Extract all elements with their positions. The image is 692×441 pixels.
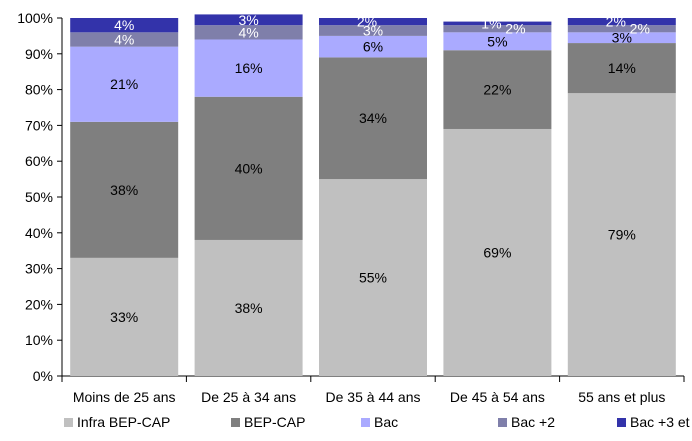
data-label: 3% <box>363 23 383 39</box>
bar-segment <box>319 18 427 26</box>
y-tick-label: 30% <box>25 261 53 277</box>
bar-segment <box>194 239 303 376</box>
bar-segment <box>194 25 303 40</box>
bar-segment <box>70 46 179 122</box>
legend-label: Bac +3 et plus <box>630 414 692 430</box>
data-label: 16% <box>235 60 263 76</box>
legend-swatch <box>498 418 507 427</box>
bar-segment <box>443 21 552 26</box>
data-label: 69% <box>483 244 511 260</box>
bar-segment <box>70 32 179 47</box>
bar-segment <box>567 93 676 377</box>
x-tick-label: Moins de 25 ans <box>73 389 176 405</box>
legend-label: Bac <box>374 414 398 430</box>
data-label: 34% <box>359 110 387 126</box>
bar-segment <box>319 25 427 36</box>
bar-segment <box>567 43 676 94</box>
bar-segment <box>567 25 676 33</box>
data-label: 14% <box>608 60 636 76</box>
bar-stack: 79% 14% 3%2%2% <box>567 14 676 377</box>
data-label: 3% <box>238 12 258 28</box>
bar-segment <box>443 128 552 376</box>
bar-stack: 69% 22% 5%2%1% <box>443 15 552 376</box>
bar-segment <box>194 96 303 240</box>
data-label: 38% <box>110 182 138 198</box>
x-axis: Moins de 25 ans De 25 à 34 ans De 35 à 44 … <box>61 375 685 405</box>
data-label: 4% <box>238 24 258 40</box>
data-label: 3% <box>612 30 632 46</box>
data-label: 2% <box>630 21 650 37</box>
bar-stack: 33% 38% 21% 4%4% <box>70 17 179 376</box>
y-tick-label: 20% <box>25 296 53 312</box>
bar-segment <box>70 257 179 376</box>
legend-swatch <box>617 418 626 427</box>
x-tick-label: De 35 à 44 ans <box>326 389 421 405</box>
legend-item: Bac +2 <box>498 414 555 430</box>
legend-label: BEP-CAP <box>244 414 305 430</box>
legend-swatch <box>64 418 73 427</box>
data-label: 5% <box>487 33 507 49</box>
y-tick-label: 50% <box>25 189 53 205</box>
data-label: 2% <box>505 21 525 37</box>
y-tick-label: 100% <box>17 10 53 26</box>
y-tick-label: 70% <box>25 117 53 133</box>
y-tick-label: 90% <box>25 46 53 62</box>
bar-segment <box>319 35 427 58</box>
bar-segment <box>194 39 303 97</box>
bar-segment <box>443 25 552 33</box>
bars: 33%38%21%4%4%38%40%16%4%3%55%34%6%3%2%69… <box>70 12 676 377</box>
bar-stack: 55% 34% 6%3%2% <box>319 14 427 376</box>
bar-segment <box>70 121 179 258</box>
x-tick-label: De 25 à 34 ans <box>201 389 296 405</box>
data-label: 21% <box>110 76 138 92</box>
bar-segment <box>194 14 303 26</box>
bar-segment <box>319 179 427 376</box>
legend-item: Bac +3 et plus <box>617 414 692 430</box>
legend: Infra BEP-CAP BEP-CAP Bac Bac +2 Bac +3 et p… <box>64 414 692 430</box>
legend-swatch <box>361 418 370 427</box>
legend-label: Bac +2 <box>511 414 555 430</box>
bar-segment <box>567 18 676 26</box>
bar-segment <box>567 32 676 44</box>
bar-stack: 38% 40% 16% 4%3% <box>194 12 303 376</box>
legend-item: BEP-CAP <box>231 414 305 430</box>
legend-label: Infra BEP-CAP <box>77 414 170 430</box>
data-label: 33% <box>110 309 138 325</box>
y-tick-label: 60% <box>25 153 53 169</box>
y-tick-label: 0% <box>33 368 53 384</box>
bar-segment <box>70 18 179 33</box>
data-label: 2% <box>357 14 377 30</box>
data-label: 40% <box>235 160 263 176</box>
x-tick-label: De 45 à 54 ans <box>450 389 545 405</box>
bar-segment <box>443 32 552 51</box>
y-tick-label: 40% <box>25 225 53 241</box>
data-label: 1% <box>481 15 501 31</box>
y-tick-label: 10% <box>25 332 53 348</box>
y-tick-label: 80% <box>25 82 53 98</box>
legend-swatch <box>231 418 240 427</box>
data-label: 4% <box>114 31 134 47</box>
data-label: 22% <box>483 82 511 98</box>
data-label: 38% <box>235 300 263 316</box>
bar-segment <box>319 57 427 180</box>
data-label: 2% <box>606 14 626 30</box>
y-axis: 0% 10% 20% 30% 40% 50% 60% 70% 80% 90% 100% <box>17 10 63 384</box>
data-label: 79% <box>608 227 636 243</box>
x-tick-label: 55 ans et plus <box>578 389 665 405</box>
data-label: 4% <box>114 17 134 33</box>
bar-segment <box>443 50 552 129</box>
legend-item: Bac <box>361 414 398 430</box>
legend-item: Infra BEP-CAP <box>64 414 170 430</box>
data-label: 55% <box>359 270 387 286</box>
data-label: 6% <box>363 39 383 55</box>
